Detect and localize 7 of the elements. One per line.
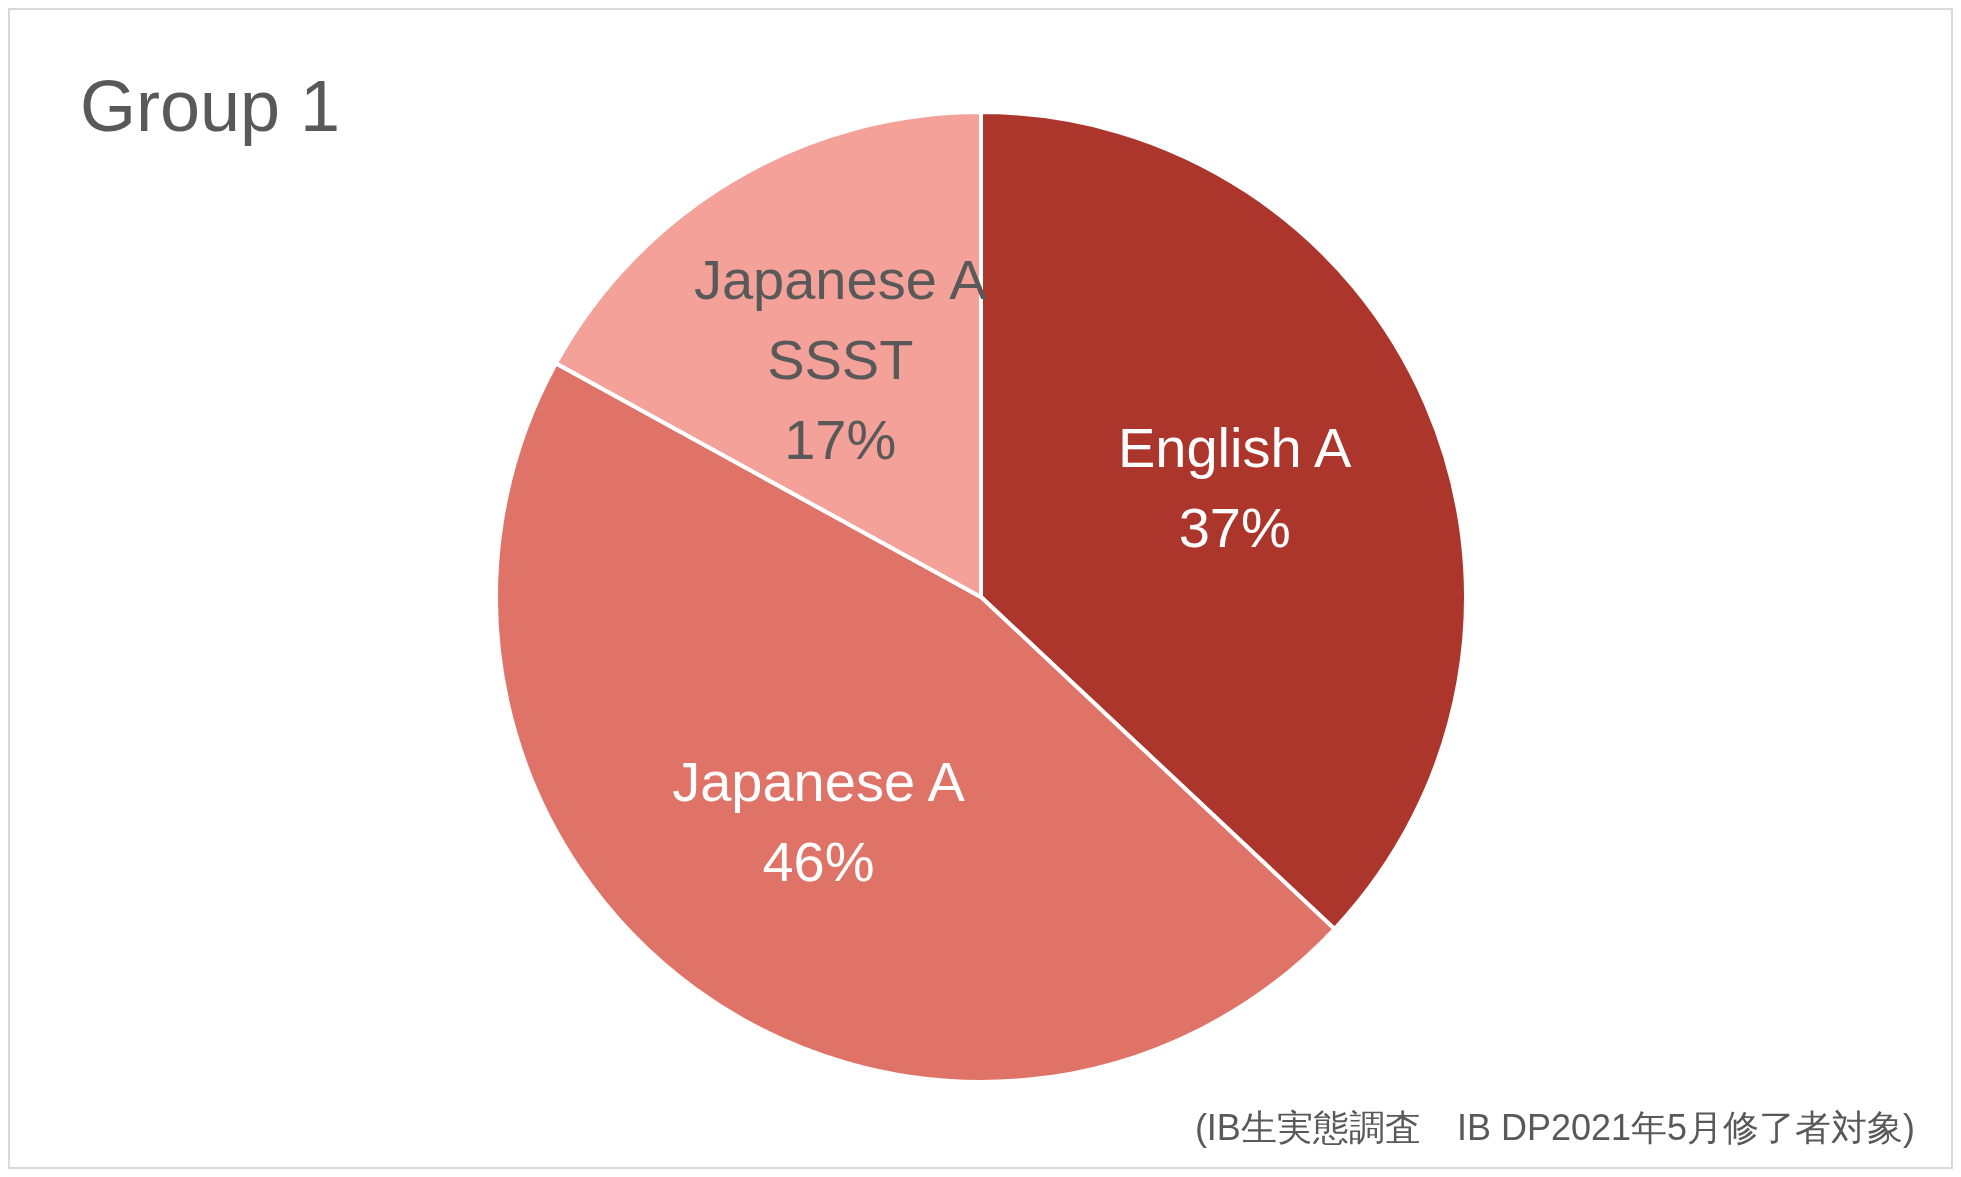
slice-label: English A [1117, 415, 1353, 479]
data-label: 17% [784, 407, 897, 471]
text: (IB生実態調査 IB DP2021年5月修了者対象) [1194, 1106, 1915, 1150]
data-label: 37% [1178, 495, 1291, 559]
chart-title: Group 1 [80, 65, 341, 147]
slice-label: Japanese A [672, 749, 966, 813]
data-label: 46% [762, 829, 875, 893]
